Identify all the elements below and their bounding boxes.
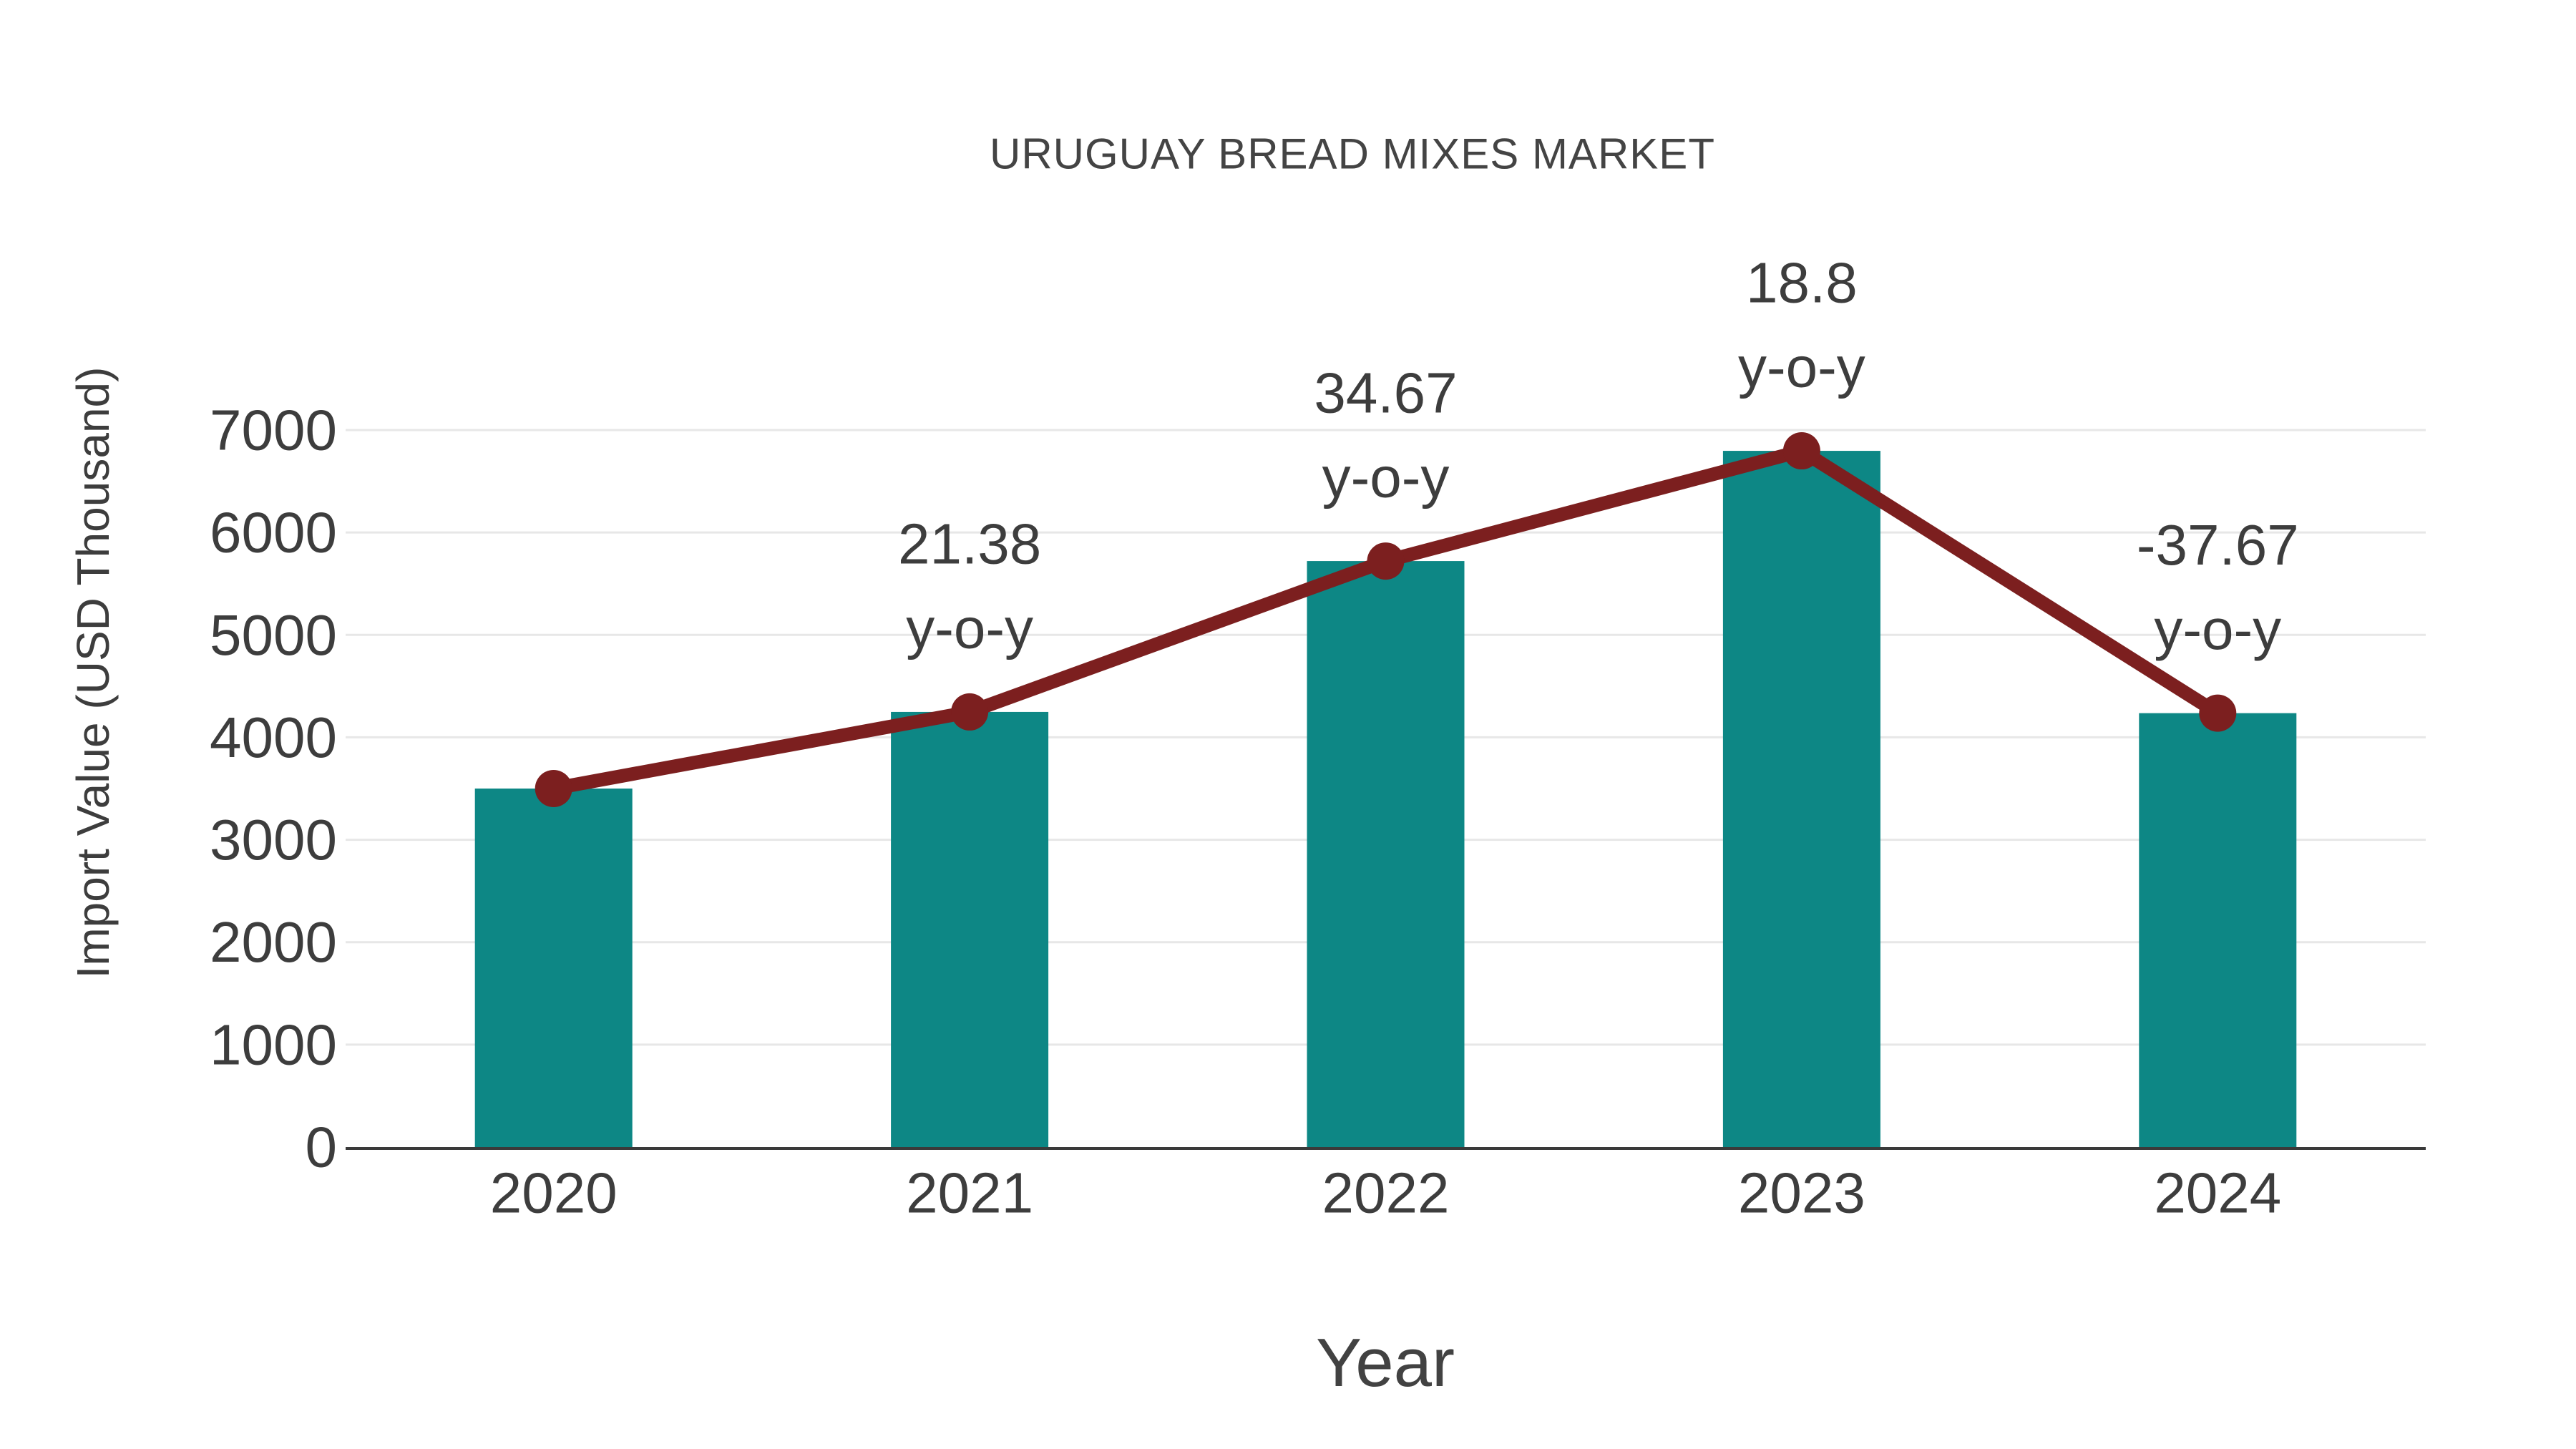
bar-2021 <box>891 711 1049 1147</box>
line-marker-2022 <box>1367 542 1405 580</box>
yoy-label-2023: y-o-y <box>1738 336 1865 399</box>
y-tick-label: 2000 <box>210 910 337 974</box>
x-tick-label-2023: 2023 <box>1738 1161 1865 1225</box>
line-marker-2020 <box>535 770 572 807</box>
y-tick-label: 3000 <box>210 808 337 872</box>
y-tick-label: 0 <box>306 1116 338 1179</box>
x-tick-label-2020: 2020 <box>490 1161 618 1225</box>
y-tick-label: 7000 <box>210 399 337 462</box>
yoy-value-2022: 34.67 <box>1314 361 1457 425</box>
bar-2023 <box>1722 451 1880 1147</box>
yoy-label-2024: y-o-y <box>2154 597 2281 661</box>
line-marker-2021 <box>951 693 989 731</box>
x-axis-title: Year <box>1316 1324 1455 1401</box>
yoy-label-2021: y-o-y <box>906 596 1033 660</box>
x-tick-label-2022: 2022 <box>1322 1161 1450 1225</box>
yoy-value-2021: 21.38 <box>898 512 1041 575</box>
x-tick-label-2021: 2021 <box>906 1161 1033 1225</box>
y-tick-label: 1000 <box>210 1013 337 1076</box>
yoy-label-2022: y-o-y <box>1322 446 1450 509</box>
y-tick-label: 5000 <box>210 603 337 667</box>
line-marker-2024 <box>2199 694 2237 732</box>
y-tick-label: 6000 <box>210 501 337 565</box>
y-tick-label: 4000 <box>210 706 337 769</box>
line-marker-2023 <box>1782 432 1820 470</box>
x-tick-label-2024: 2024 <box>2154 1161 2281 1225</box>
bar-2020 <box>474 789 633 1147</box>
chart-title: URUGUAY BREAD MIXES MARKET <box>990 130 1715 178</box>
bar-2024 <box>2139 713 2297 1147</box>
yoy-value-2023: 18.8 <box>1746 251 1858 315</box>
bar-2022 <box>1307 561 1465 1147</box>
yoy-value-2024: -37.67 <box>2137 513 2299 577</box>
